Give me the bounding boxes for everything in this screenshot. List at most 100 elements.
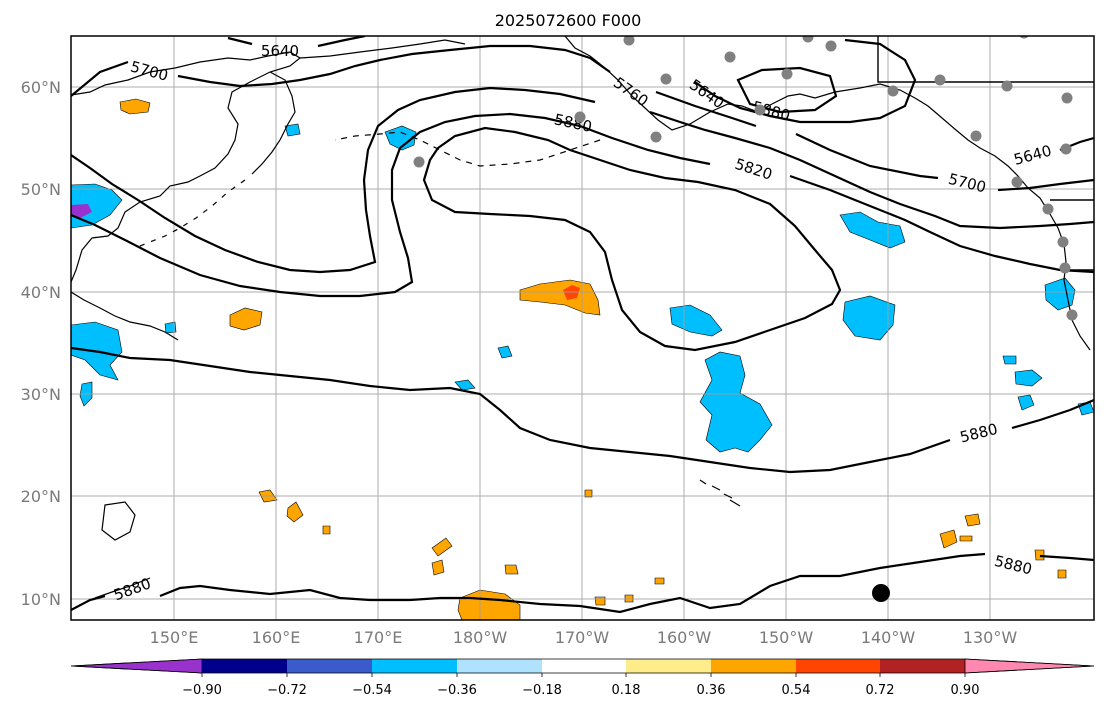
lon-label: 160°E [252,628,301,647]
colorbar-swatch [796,659,880,673]
station-dot [660,73,672,85]
colorbar-extend-low [70,658,203,674]
negative-anomaly-patch [1017,394,1035,411]
lon-label: 150°W [759,628,814,647]
negative-anomaly-patch [454,379,476,391]
tropical-cyclone-marker [872,584,890,602]
negative-anomaly-patch [669,304,723,337]
station-dot [574,111,586,123]
colorbar: −0.90 −0.72 −0.54 −0.36 −0.18 0.18 0.36 … [70,658,1095,698]
negative-anomaly-patch [1014,369,1043,387]
station-dot [1019,36,1029,39]
colorbar-tick-label: −0.90 [182,683,222,698]
lat-label: 60°N [21,78,61,97]
station-dot [1011,176,1023,188]
longitude-labels: 150°E 160°E 170°E 180°W 170°W 160°W 150°… [150,628,1018,647]
station-dot [781,68,793,80]
negative-anomaly-patch [384,125,417,151]
station-dot [724,51,736,63]
negative-anomaly-patch [699,351,773,453]
colorbar-tick-label: 0.90 [951,683,980,698]
positive-anomaly-patch [584,489,593,498]
station-dot [623,36,635,46]
station-dot [1066,309,1078,321]
negative-anomaly-patch [839,211,906,249]
positive-anomaly-patch [119,98,151,115]
lon-label: 160°W [657,628,712,647]
positive-anomaly-patch [431,559,445,576]
negative-anomaly-patch [71,204,92,218]
lat-label: 20°N [21,487,61,506]
colorbar-swatch [202,659,287,673]
station-dot [1061,92,1073,104]
contour-label: 5640 [261,42,299,60]
lon-label: 150°E [150,628,199,647]
contour-5640-east [694,38,917,124]
height-contours [71,36,1094,614]
positive-anomaly-patch [594,596,606,606]
positive-anomaly-patch [431,537,453,557]
lon-label: 140°W [861,628,916,647]
map-title: 2025072600 F000 [495,11,642,30]
lat-label: 30°N [21,385,61,404]
coastline-kuriles [134,179,246,249]
lat-label: 50°N [21,180,61,199]
coastline-mariana [94,577,151,599]
colorbar-swatch [542,659,626,673]
station-dot [887,85,899,97]
positive-anomaly-patch [286,501,304,523]
positive-anomaly-patch [322,525,331,535]
positive-anomaly-patch [959,535,973,542]
colorbar-ticks [201,673,966,677]
coastline-kamchatka [251,71,296,175]
colorbar-swatch [372,659,457,673]
contour-5880-south [71,552,1094,614]
negative-anomaly-patch [164,321,177,334]
colorbar-swatch [287,659,372,673]
colorbar-extend-high [964,658,1095,674]
negative-anomaly-patch [71,183,123,229]
station-dot [934,74,946,86]
coastline-hawaii [699,479,741,507]
station-dot [754,104,766,116]
station-dot [650,131,662,143]
positive-anomaly-patch [939,529,958,549]
colorbar-tick-label: −0.54 [352,683,392,698]
station-dot [1059,262,1071,274]
negative-anomaly-patch [497,345,513,359]
lon-label: 180°W [453,628,508,647]
station-dot [413,156,425,168]
coastline-asia [71,51,302,283]
negative-anomaly-patch [1044,277,1076,311]
contour-5880-ridge [71,346,1094,474]
colorbar-tick-label: −0.72 [267,683,307,698]
colorbar-swatch [711,659,796,673]
lon-label: 130°W [963,628,1018,647]
lat-label: 40°N [21,283,61,302]
colorbar-tick-label: 0.18 [612,683,641,698]
positive-anomaly-patch [654,577,665,585]
negative-anomaly-patch [1002,355,1017,365]
station-dot [1042,203,1054,215]
lat-label: 10°N [21,590,61,609]
colorbar-tick-label: −0.36 [437,683,477,698]
coastline-japan [71,291,179,341]
colorbar-tick-label: 0.36 [697,683,726,698]
positive-anomaly-patch [519,279,601,316]
contour-5760 [71,86,1094,274]
station-dot [1060,143,1072,155]
station-dot [970,130,982,142]
colorbar-swatch [457,659,542,673]
map-panel: 5640 5700 5760 5640 5880 5880 5820 5700 … [70,35,1095,621]
station-dot [825,40,837,52]
contour-5700 [71,44,1094,192]
coastline-chukotka [299,39,466,59]
colorbar-tick-label: 0.72 [866,683,895,698]
station-dot [802,36,814,43]
graticule [71,36,1094,620]
latitude-labels: 60°N 50°N 40°N 30°N 20°N 10°N [21,78,61,609]
colorbar-tick-label: −0.18 [522,683,562,698]
contour-5640-west [227,36,366,48]
lon-label: 170°W [555,628,610,647]
